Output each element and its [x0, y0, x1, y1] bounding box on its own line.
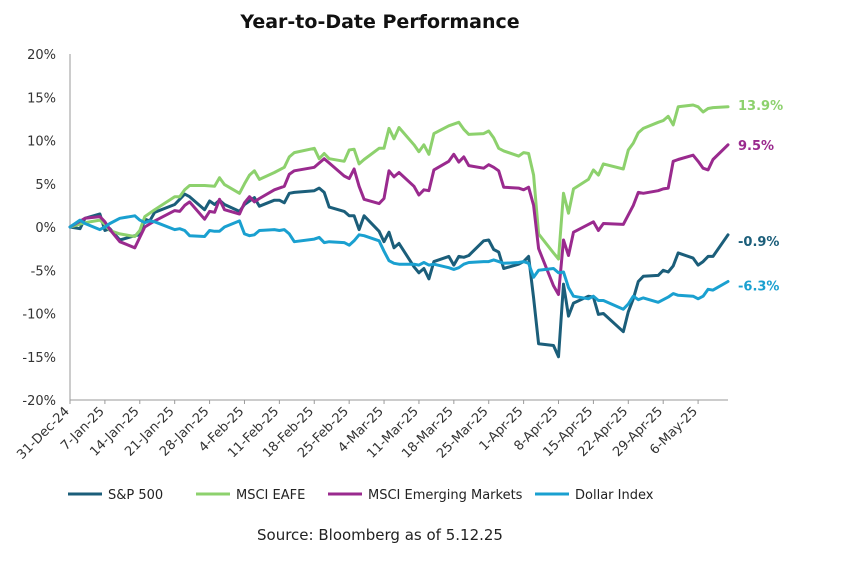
legend-label: MSCI Emerging Markets — [368, 488, 523, 503]
legend-label: S&P 500 — [108, 488, 163, 503]
y-tick-label: -15% — [22, 351, 56, 366]
y-tick-label: 20% — [27, 48, 56, 63]
series-line-dollar-index — [68, 214, 730, 311]
y-tick-label: 0% — [35, 221, 56, 236]
y-tick-label: 15% — [27, 91, 56, 106]
end-value-label: 13.9% — [738, 99, 783, 114]
end-value-label: -6.3% — [738, 279, 779, 294]
y-tick-label: -10% — [22, 308, 56, 323]
end-value-label: 9.5% — [738, 139, 774, 154]
x-axis: 31-Dec-247-Jan-2514-Jan-2521-Jan-2528-Ja… — [14, 399, 728, 463]
series-line-msci-eafe — [68, 103, 730, 261]
legend-label: Dollar Index — [575, 488, 654, 503]
y-axis: 20% 15% 10% 5% 0% -5% -10% -15% -20% — [22, 48, 71, 409]
y-tick-label: -5% — [31, 264, 56, 279]
source-note: Source: Bloomberg as of 5.12.25 — [257, 526, 503, 544]
y-tick-label: 5% — [35, 178, 56, 193]
series-line-msci-emerging-markets — [68, 143, 730, 296]
x-tick-label: 31-Dec-24 — [14, 404, 72, 462]
series-line-s-p-500 — [68, 186, 730, 359]
end-labels: -0.9% 13.9% 9.5% -6.3% — [738, 99, 783, 295]
legend-label: MSCI EAFE — [236, 488, 305, 503]
chart-title: Year-to-Date Performance — [239, 11, 519, 33]
y-tick-label: -20% — [22, 394, 56, 409]
series-layer — [68, 103, 730, 359]
legend: S&P 500 MSCI EAFE MSCI Emerging Markets Dol… — [68, 488, 654, 503]
end-value-label: -0.9% — [738, 235, 779, 250]
y-tick-label: 10% — [27, 135, 56, 150]
